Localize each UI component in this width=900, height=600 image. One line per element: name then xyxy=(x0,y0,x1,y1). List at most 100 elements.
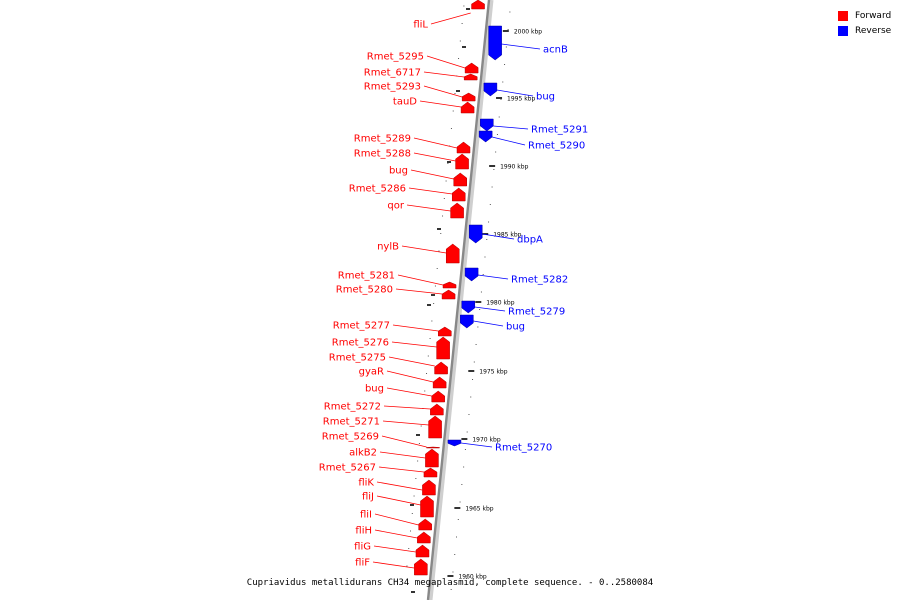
gene-arrow-reverse-rmet-5290[interactable] xyxy=(478,130,493,143)
gene-arrow-forward-qor[interactable] xyxy=(450,202,464,219)
gene-arrow-forward-rmet-5276[interactable] xyxy=(436,336,450,360)
leader-line xyxy=(423,71,465,78)
gene-arrow-forward-alkb2[interactable] xyxy=(425,448,439,468)
gene-label-forward[interactable]: tauD xyxy=(393,97,417,108)
gene-label-reverse[interactable]: Rmet_5270 xyxy=(495,443,552,454)
gene-label-reverse[interactable]: acnB xyxy=(543,45,568,56)
gene-arrow-forward-rmet-5269[interactable] xyxy=(426,446,440,449)
leader-line xyxy=(397,274,444,286)
gene-arrow-forward-rmet-5293[interactable] xyxy=(461,92,476,102)
leader-line xyxy=(383,405,431,410)
gene-label-forward[interactable]: Rmet_5276 xyxy=(332,338,389,349)
gene-arrow-reverse-bug[interactable] xyxy=(483,82,498,97)
gene-label-forward[interactable]: alkB2 xyxy=(349,448,377,459)
gene-label-forward[interactable]: fliJ xyxy=(362,492,374,503)
gene-arrow-forward-rmet-5277[interactable] xyxy=(438,326,452,337)
gene-arrow-forward-flif[interactable] xyxy=(414,558,428,576)
gene-label-forward[interactable]: bug xyxy=(365,384,384,395)
gene-arrow-forward-rmet-5295[interactable] xyxy=(464,62,479,74)
gene-arrow-reverse-rmet-5279[interactable] xyxy=(461,300,476,314)
gene-arrow-forward-flil[interactable] xyxy=(471,0,485,10)
gene-label-forward[interactable]: bug xyxy=(389,166,408,177)
gene-arrow-forward-bug[interactable] xyxy=(431,390,445,403)
gene-label-forward[interactable]: Rmet_5288 xyxy=(354,149,411,160)
gene-arrow-forward-flik[interactable] xyxy=(422,479,436,496)
gene-arrow-reverse-dbpa[interactable] xyxy=(468,224,483,244)
scale-markers: 2000 kbp 1995 kbp 1990 kbp 1985 kbp 1980 kbp… xyxy=(447,29,542,581)
gene-label-reverse[interactable]: Rmet_5282 xyxy=(511,275,568,286)
leader-line xyxy=(388,356,435,367)
gene-arrow-forward-rmet-5271[interactable] xyxy=(428,415,442,439)
gene-arrow-reverse-rmet-5270[interactable] xyxy=(447,439,462,447)
gene-labels: fliL Rmet_5295 Rmet_6717 Rmet_5293 tauD Rmet_… xyxy=(319,20,588,569)
leader-line xyxy=(378,466,425,473)
gene-label-forward[interactable]: qor xyxy=(387,201,404,212)
gene-label-reverse[interactable]: Rmet_5290 xyxy=(528,141,585,152)
gene-label-forward[interactable]: Rmet_6717 xyxy=(364,68,421,79)
scale-label: 1975 kbp xyxy=(479,369,507,376)
gene-arrow-forward-nylb[interactable] xyxy=(445,243,460,264)
gene-label-reverse[interactable]: Rmet_5291 xyxy=(531,125,588,136)
gene-label-forward[interactable]: Rmet_5269 xyxy=(322,432,379,443)
gene-arrow-forward-flig[interactable] xyxy=(415,544,430,558)
gene-label-forward[interactable]: gyaR xyxy=(359,367,384,378)
gene-label-forward[interactable]: Rmet_5271 xyxy=(323,417,380,428)
gene-label-forward[interactable]: Rmet_5295 xyxy=(367,52,424,63)
gene-arrow-forward-rmet-5275[interactable] xyxy=(434,361,448,375)
leader-line xyxy=(391,341,437,348)
gene-label-reverse[interactable]: Rmet_5279 xyxy=(508,307,565,318)
gene-label-reverse[interactable]: bug xyxy=(506,322,525,333)
gene-arrow-forward-rmet-5288[interactable] xyxy=(455,153,469,170)
legend-forward-swatch xyxy=(838,10,848,21)
gene-label-forward[interactable]: Rmet_5277 xyxy=(333,321,390,332)
gene-arrow-forward-rmet-5286[interactable] xyxy=(451,187,466,202)
gene-label-forward[interactable]: fliI xyxy=(360,510,372,521)
gene-arrow-forward-rmet-5272[interactable] xyxy=(430,403,444,416)
gene-label-forward[interactable]: Rmet_5267 xyxy=(319,463,376,474)
gene-label-forward[interactable]: fliL xyxy=(413,20,428,31)
gene-arrow-reverse-acnb[interactable] xyxy=(488,25,502,61)
gene-arrow-forward-flih[interactable] xyxy=(417,531,431,544)
gene-label-forward[interactable]: fliH xyxy=(355,526,372,537)
gene-arrow-reverse-bug[interactable] xyxy=(460,314,474,329)
gene-label-forward[interactable]: Rmet_5281 xyxy=(338,271,395,282)
scale-label: 1980 kbp xyxy=(486,300,514,307)
leader-line xyxy=(401,245,447,254)
gene-label-forward[interactable]: Rmet_5272 xyxy=(324,402,381,413)
gene-arrow-forward-gyar[interactable] xyxy=(432,376,447,389)
leader-line xyxy=(408,187,453,195)
gene-arrow-forward-taud[interactable] xyxy=(460,101,475,114)
leader-line xyxy=(423,85,463,98)
leader-line xyxy=(460,442,493,448)
gene-arrow-forward-rmet-5280[interactable] xyxy=(441,289,456,300)
leader-line xyxy=(392,324,439,332)
gene-label-forward[interactable]: Rmet_5289 xyxy=(354,134,411,145)
gene-label-forward[interactable]: fliG xyxy=(354,542,371,553)
gene-arrow-forward-rmet-5289[interactable] xyxy=(456,141,471,154)
gene-label-forward[interactable]: Rmet_5275 xyxy=(329,353,386,364)
gene-arrow-reverse-rmet-5282[interactable] xyxy=(464,267,479,282)
leader-line xyxy=(473,320,504,327)
legend: Forward Reverse xyxy=(838,8,891,38)
leader-line xyxy=(379,451,426,459)
gene-label-forward[interactable]: fliK xyxy=(358,478,374,489)
gene-label-forward[interactable]: Rmet_5286 xyxy=(349,184,406,195)
leader-line xyxy=(430,12,471,25)
gene-arrow-forward-bug[interactable] xyxy=(453,172,468,187)
leader-line xyxy=(386,387,432,397)
gene-label-forward[interactable]: nylB xyxy=(377,242,399,253)
gene-label-reverse[interactable]: bug xyxy=(536,92,555,103)
gene-arrow-forward-rmet-5281[interactable] xyxy=(442,281,457,289)
gene-label-forward[interactable]: Rmet_5293 xyxy=(364,82,421,93)
leader-line xyxy=(419,100,462,108)
gene-arrow-forward-rmet-5267[interactable] xyxy=(423,467,438,478)
legend-forward: Forward xyxy=(838,8,891,23)
gene-arrow-forward-rmet-6717[interactable] xyxy=(463,73,478,81)
scale-label: 2000 kbp xyxy=(514,29,542,36)
gene-label-forward[interactable]: fliF xyxy=(355,558,370,569)
gene-arrow-reverse-rmet-5291[interactable] xyxy=(480,118,494,132)
gene-label-forward[interactable]: Rmet_5280 xyxy=(336,285,393,296)
gene-arrow-forward-flij[interactable] xyxy=(420,495,434,518)
gene-label-reverse[interactable]: dbpA xyxy=(517,235,543,246)
gene-arrow-forward-flii[interactable] xyxy=(418,518,432,531)
